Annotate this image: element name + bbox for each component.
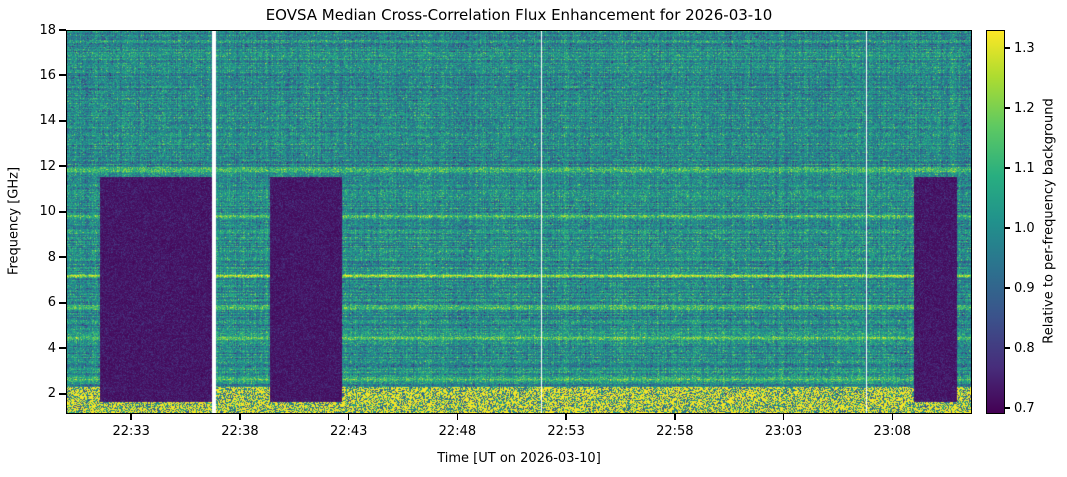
colorbar-tick-mark xyxy=(1005,287,1010,289)
x-tick-label: 22:53 xyxy=(547,424,585,439)
x-tick-label: 22:43 xyxy=(329,424,368,439)
x-tick-mark xyxy=(130,414,132,420)
colorbar xyxy=(986,30,1005,414)
y-tick-mark xyxy=(59,256,66,259)
chart-title: EOVSA Median Cross-Correlation Flux Enha… xyxy=(265,6,773,24)
colorbar-tick-label: 1.3 xyxy=(1014,40,1035,56)
x-tick-mark xyxy=(891,414,894,420)
y-tick-label: 14 xyxy=(39,113,56,129)
x-tick-mark xyxy=(456,414,459,420)
y-tick-label: 2 xyxy=(47,386,56,402)
y-tick-mark xyxy=(59,119,66,122)
y-axis-label: Frequency [GHz] xyxy=(6,166,22,276)
x-tick-label: 22:33 xyxy=(112,424,150,439)
colorbar-tick-mark xyxy=(1005,407,1010,409)
colorbar-tick-mark xyxy=(1005,107,1010,109)
colorbar-label: Relative to per-frequency background xyxy=(1041,98,1057,344)
dynamic-spectrum-heatmap xyxy=(67,31,971,413)
y-tick-mark xyxy=(59,165,66,168)
colorbar-tick-mark xyxy=(1005,47,1010,49)
x-tick-mark xyxy=(565,414,567,420)
x-tick-label: 22:48 xyxy=(438,424,477,439)
colorbar-tick-mark xyxy=(1005,347,1010,349)
x-tick-label: 22:38 xyxy=(221,424,259,439)
y-tick-mark xyxy=(59,347,66,350)
x-axis-label: Time [UT on 2026-03-10] xyxy=(437,451,601,466)
plot-area xyxy=(66,30,972,414)
x-tick-label: 23:03 xyxy=(764,424,803,439)
y-tick-label: 8 xyxy=(47,249,56,265)
x-tick-mark xyxy=(674,414,676,420)
colorbar-tick-mark xyxy=(1005,167,1010,169)
y-tick-mark xyxy=(59,301,66,304)
colorbar-tick-label: 1.2 xyxy=(1014,100,1035,116)
colorbar-tick-label: 0.8 xyxy=(1014,340,1035,356)
colorbar-tick-mark xyxy=(1005,227,1010,229)
y-tick-label: 16 xyxy=(39,67,56,83)
x-tick-mark xyxy=(239,414,241,420)
x-tick-mark xyxy=(347,414,350,420)
x-tick-label: 23:08 xyxy=(873,424,911,439)
y-tick-label: 18 xyxy=(39,22,56,38)
y-tick-mark xyxy=(59,392,66,395)
y-tick-label: 4 xyxy=(47,340,56,356)
y-tick-label: 6 xyxy=(47,295,56,311)
x-tick-mark xyxy=(782,414,785,420)
y-tick-mark xyxy=(59,29,66,31)
colorbar-tick-label: 1.0 xyxy=(1014,220,1035,236)
colorbar-tick-label: 1.1 xyxy=(1014,160,1035,176)
x-tick-label: 22:58 xyxy=(656,424,694,439)
colorbar-tick-label: 0.9 xyxy=(1014,280,1035,296)
y-tick-label: 12 xyxy=(39,158,56,174)
y-tick-mark xyxy=(59,210,66,213)
y-tick-label: 10 xyxy=(39,204,56,220)
y-tick-mark xyxy=(59,74,66,77)
colorbar-tick-label: 0.7 xyxy=(1014,400,1035,416)
